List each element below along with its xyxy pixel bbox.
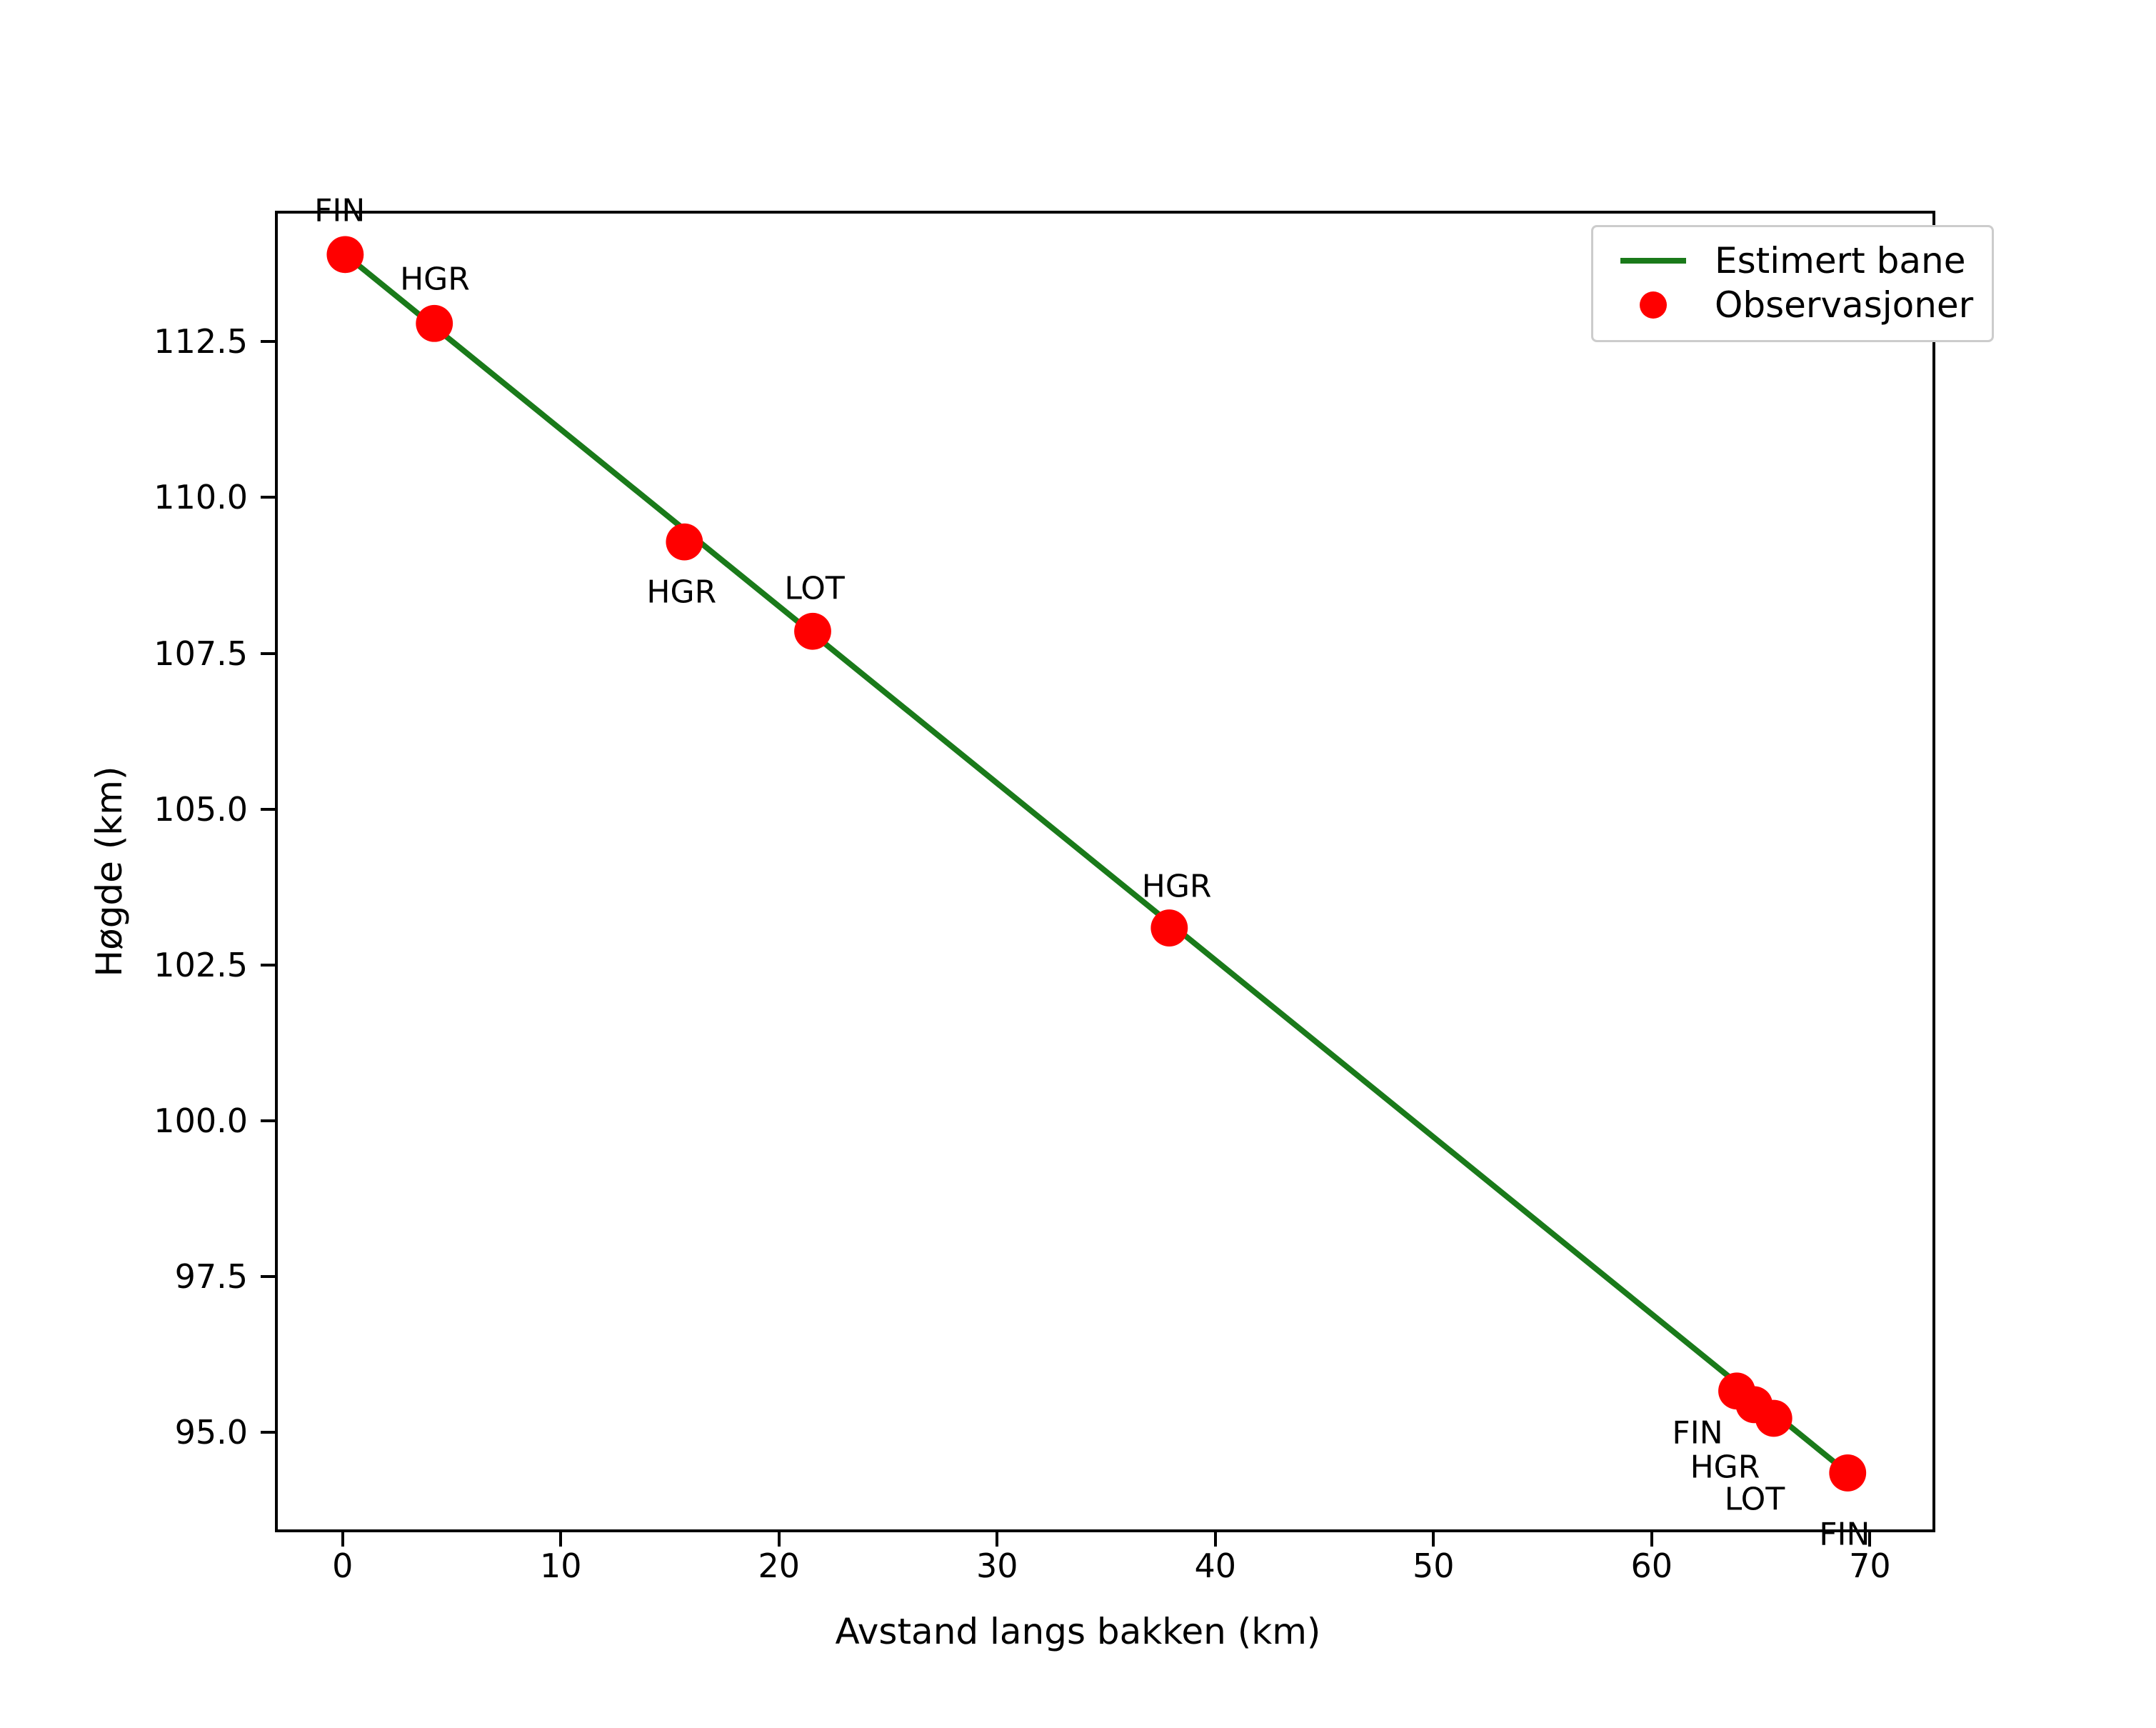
y-tick-label: 100.0 <box>154 1102 248 1141</box>
x-tick-mark <box>559 1532 563 1547</box>
y-axis-label: Høgde (km) <box>89 766 130 977</box>
chart-canvas <box>326 236 1867 1492</box>
x-tick-mark <box>1432 1532 1435 1547</box>
x-tick-mark <box>1868 1532 1872 1547</box>
observation-point[interactable] <box>1755 1399 1793 1437</box>
legend-item-observasjoner[interactable]: Observasjoner <box>1612 283 1973 327</box>
y-tick-mark <box>261 1431 275 1434</box>
y-tick-mark <box>261 1275 275 1279</box>
x-tick-label: 70 <box>1849 1547 1891 1585</box>
y-tick-label: 97.5 <box>174 1257 248 1297</box>
x-tick-label: 60 <box>1630 1547 1673 1585</box>
legend-line-swatch <box>1612 258 1695 264</box>
legend-label-estimert-bane: Estimert bane <box>1715 240 1966 281</box>
x-tick-label: 0 <box>332 1547 354 1585</box>
y-tick-label: 102.5 <box>154 945 248 984</box>
trajectory-line <box>342 251 1851 1476</box>
legend-marker-swatch <box>1612 291 1695 319</box>
observation-point[interactable] <box>326 236 364 274</box>
x-tick-label: 30 <box>976 1547 1018 1585</box>
y-tick-label: 110.0 <box>154 478 248 517</box>
x-tick-label: 20 <box>758 1547 801 1585</box>
y-tick-mark <box>261 651 275 655</box>
observation-point[interactable] <box>416 304 453 342</box>
y-tick-label: 107.5 <box>154 634 248 673</box>
y-tick-mark <box>261 807 275 811</box>
observation-point[interactable] <box>794 612 831 650</box>
x-tick-mark <box>1213 1532 1217 1547</box>
x-tick-mark <box>1650 1532 1653 1547</box>
x-tick-mark <box>777 1532 781 1547</box>
legend-item-estimert-bane[interactable]: Estimert bane <box>1612 239 1973 283</box>
y-tick-label: 95.0 <box>174 1413 248 1452</box>
observation-point[interactable] <box>666 523 703 561</box>
y-tick-mark <box>261 963 275 967</box>
y-tick-mark <box>261 340 275 344</box>
x-axis-label: Avstand langs bakken (km) <box>835 1611 1321 1652</box>
x-tick-mark <box>341 1532 344 1547</box>
y-tick-mark <box>261 496 275 499</box>
chart-legend[interactable]: Estimert bane Observasjoner <box>1591 225 1995 342</box>
x-tick-label: 40 <box>1194 1547 1237 1585</box>
x-tick-label: 50 <box>1413 1547 1455 1585</box>
x-tick-mark <box>996 1532 999 1547</box>
observation-point[interactable] <box>1150 909 1188 947</box>
y-tick-label: 112.5 <box>154 322 248 361</box>
plot-area: FIN HGR HGR LOT HGR FIN HGR LOT FIN <box>275 192 1935 1552</box>
observation-point[interactable] <box>1829 1454 1867 1492</box>
y-tick-mark <box>261 1119 275 1123</box>
y-tick-label: 105.0 <box>154 789 248 829</box>
legend-label-observasjoner: Observasjoner <box>1715 284 1974 326</box>
x-tick-label: 10 <box>539 1547 582 1585</box>
